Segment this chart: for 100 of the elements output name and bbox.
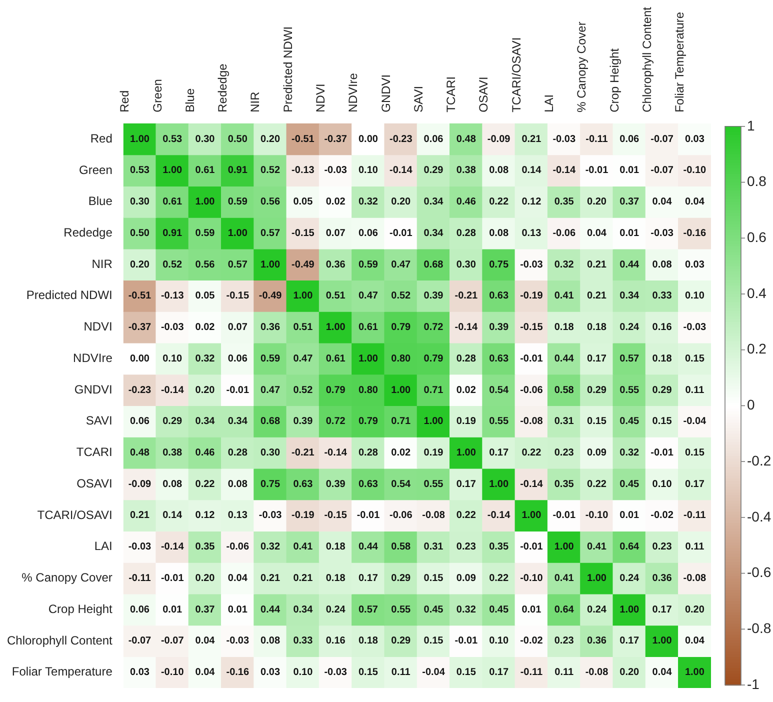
y-tick-label: TCARI	[76, 445, 112, 460]
data-label: 0.61	[358, 322, 378, 334]
data-label: 0.45	[424, 604, 444, 616]
data-label: 0.39	[489, 322, 509, 334]
data-label: 0.13	[522, 228, 542, 239]
data-label: 0.14	[162, 510, 183, 522]
data-label: 0.18	[587, 322, 607, 334]
data-label: 0.34	[424, 228, 444, 239]
data-label: -0.51	[128, 290, 152, 302]
data-label: 0.21	[587, 290, 607, 302]
data-label: 0.79	[358, 416, 378, 428]
data-label: 0.44	[260, 604, 280, 616]
data-label: 0.34	[228, 416, 248, 428]
data-label: 0.32	[456, 604, 476, 616]
data-label: 0.30	[456, 259, 476, 270]
data-label: 0.03	[260, 667, 280, 678]
data-label: -0.13	[160, 290, 184, 302]
data-label: 0.34	[424, 196, 444, 208]
data-label: 0.46	[195, 447, 216, 458]
data-label: 0.47	[293, 353, 314, 364]
data-label: 0.53	[162, 134, 183, 145]
data-label: 0.44	[554, 353, 574, 364]
data-label: 0.58	[391, 542, 412, 553]
x-tick-label: Predicted NDWI	[280, 26, 295, 112]
data-label: 0.18	[554, 322, 574, 334]
data-label: 0.36	[587, 636, 607, 647]
data-label: 0.35	[489, 542, 509, 553]
x-tick-label: Green	[150, 79, 164, 112]
data-label: 0.00	[358, 134, 378, 145]
data-label: 0.01	[522, 604, 542, 616]
x-tick-label: GNDVI	[378, 74, 393, 112]
data-label: 0.32	[620, 447, 640, 458]
data-label: 0.16	[326, 636, 346, 647]
data-label: 0.51	[293, 322, 314, 334]
data-label: 0.71	[424, 384, 444, 396]
data-label: 0.07	[228, 322, 248, 334]
y-tick-label: GNDVI	[74, 382, 112, 396]
color-bar-label: -1	[747, 676, 760, 692]
data-label: 0.17	[358, 572, 378, 584]
data-label: 0.58	[554, 384, 574, 396]
data-label: 0.36	[652, 572, 672, 584]
data-label: 0.68	[260, 416, 280, 428]
data-label: -0.14	[389, 165, 413, 176]
data-label: -0.06	[389, 510, 413, 522]
data-label: 0.02	[456, 384, 476, 396]
y-tick-label: NDVI	[84, 320, 112, 334]
data-label: 0.22	[489, 572, 509, 584]
data-label: -0.08	[585, 667, 609, 678]
data-label: 0.06	[130, 604, 150, 616]
y-tick-label: NIR	[92, 256, 113, 271]
data-label: 0.18	[326, 542, 346, 553]
data-label: 0.23	[554, 447, 574, 458]
data-label: 1.00	[652, 636, 672, 647]
data-label: 0.21	[587, 259, 607, 270]
data-label: 0.34	[195, 416, 216, 428]
data-label: -0.16	[226, 667, 250, 678]
data-label: 0.09	[456, 572, 476, 584]
data-label: 0.33	[293, 636, 314, 647]
data-label: 0.29	[391, 636, 412, 647]
data-label: 0.07	[326, 228, 346, 239]
data-label: 0.29	[424, 165, 444, 176]
x-tick-label: Crop Height	[607, 48, 622, 112]
data-label: 0.79	[326, 384, 346, 396]
data-label: 0.59	[358, 259, 378, 270]
data-label: 0.05	[195, 290, 216, 302]
data-label: 0.20	[130, 259, 150, 270]
data-label: 0.14	[522, 165, 542, 176]
data-label: -0.07	[650, 134, 674, 145]
data-label: 0.04	[587, 228, 607, 239]
data-label: 0.21	[293, 572, 314, 584]
data-label: 0.20	[195, 384, 216, 396]
x-tick-label: NDVI	[313, 84, 328, 112]
data-label: 0.11	[685, 542, 705, 553]
data-label: 0.08	[489, 165, 509, 176]
data-label: 0.06	[424, 134, 444, 145]
color-bar-label: -0.4	[747, 508, 772, 524]
data-label: 0.47	[391, 259, 412, 270]
data-label: -0.11	[684, 510, 706, 522]
data-label: 0.11	[391, 667, 411, 678]
data-label: 0.10	[293, 667, 314, 678]
data-label: 0.36	[260, 322, 280, 334]
data-label: 1.00	[684, 667, 705, 678]
data-label: 0.01	[162, 604, 183, 616]
data-label: 0.17	[684, 478, 705, 490]
data-label: 0.50	[228, 134, 248, 145]
data-label: 0.04	[228, 572, 248, 584]
data-label: 0.56	[195, 259, 216, 270]
data-label: -0.03	[650, 228, 674, 239]
data-label: 1.00	[554, 542, 574, 553]
data-label: 0.19	[424, 447, 444, 458]
data-label: 0.75	[489, 259, 509, 270]
x-tick-label: Red	[118, 90, 132, 112]
data-label: 0.22	[489, 196, 509, 208]
data-label: -0.06	[552, 228, 576, 239]
data-label: 1.00	[391, 384, 412, 396]
x-tick-label: Foliar Temperature	[672, 12, 687, 112]
x-tick-label: % Canopy Cover	[574, 22, 589, 112]
data-label: 0.10	[652, 478, 672, 490]
data-label: -0.01	[454, 636, 478, 647]
data-label: 0.15	[424, 636, 444, 647]
